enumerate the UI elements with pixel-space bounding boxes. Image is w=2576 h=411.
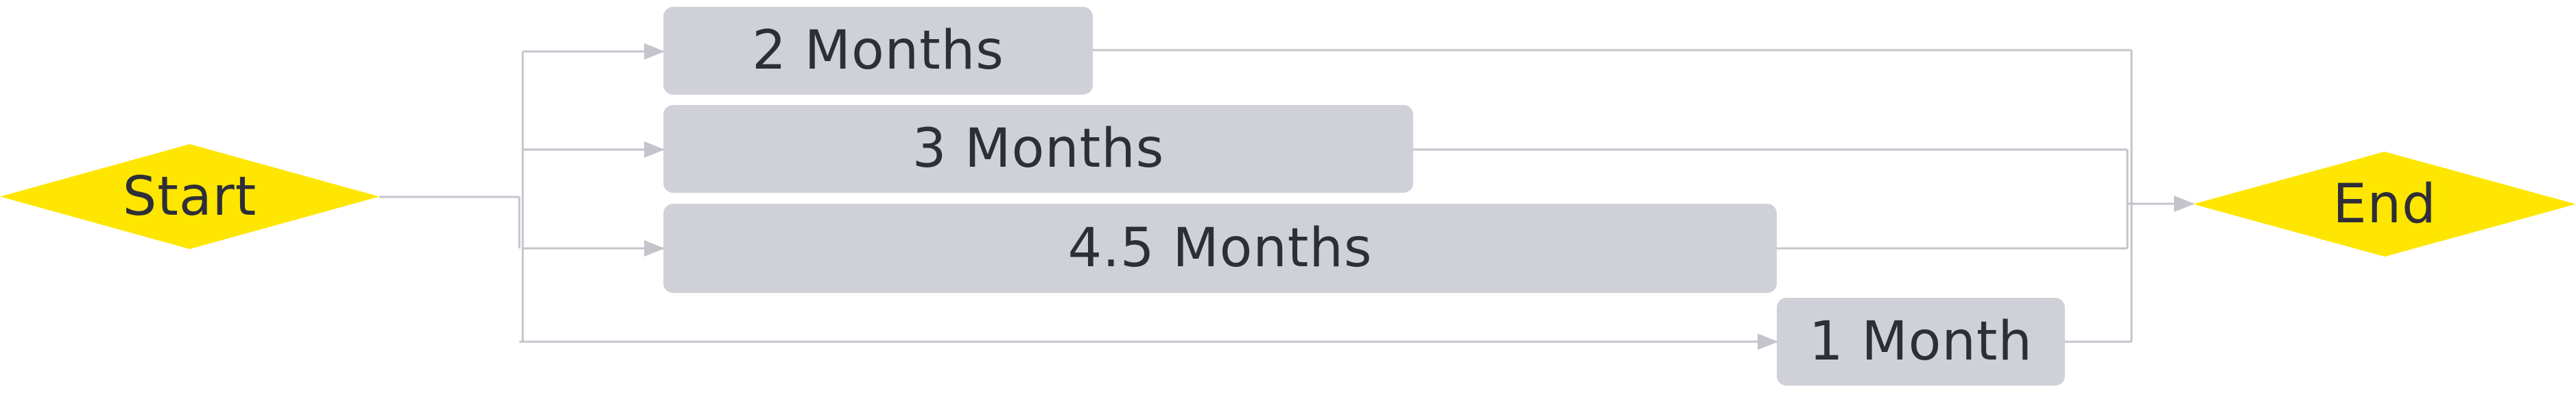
end-diamond-shape [2193,152,2576,257]
task-1-month: 1 Month [1777,298,2065,386]
start-label: Start [122,165,257,228]
start-diamond-shape [0,144,379,249]
start-milestone: Start [0,144,379,249]
task-2-months: 2 Months [663,7,1093,95]
task-4-5-months: 4.5 Months [663,204,1777,293]
end-milestone: End [2193,152,2576,257]
end-label: End [2332,173,2437,235]
task-3-months: 3 Months [663,105,1413,193]
